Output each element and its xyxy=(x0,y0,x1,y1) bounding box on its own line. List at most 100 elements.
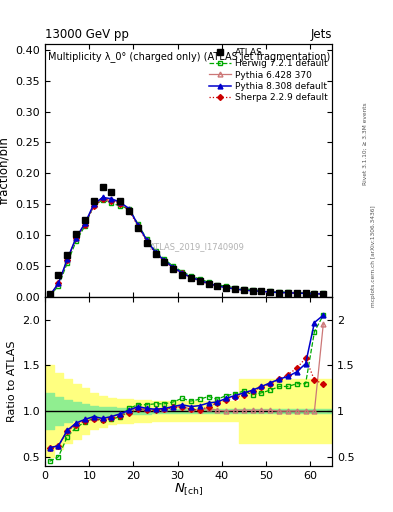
ATLAS xyxy=(233,286,237,292)
Pythia 8.308 default xyxy=(189,274,193,280)
ATLAS xyxy=(303,290,308,296)
Pythia 6.428 370 xyxy=(259,288,264,294)
Herwig 7.2.1 default xyxy=(294,290,299,296)
Sherpa 2.2.9 default xyxy=(47,293,52,299)
Sherpa 2.2.9 default xyxy=(286,290,290,296)
Sherpa 2.2.9 default xyxy=(153,250,158,257)
Pythia 8.308 default xyxy=(162,258,167,264)
Line: Sherpa 2.2.9 default: Sherpa 2.2.9 default xyxy=(48,197,325,298)
ATLAS xyxy=(136,225,140,231)
Herwig 7.2.1 default xyxy=(215,282,220,288)
Pythia 8.308 default xyxy=(303,290,308,296)
ATLAS xyxy=(206,281,211,287)
Herwig 7.2.1 default xyxy=(303,290,308,296)
Pythia 8.308 default xyxy=(294,290,299,296)
Line: Herwig 7.2.1 default: Herwig 7.2.1 default xyxy=(48,198,325,298)
Pythia 6.428 370 xyxy=(303,290,308,296)
Herwig 7.2.1 default xyxy=(162,256,167,262)
Pythia 6.428 370 xyxy=(162,258,167,264)
ATLAS xyxy=(294,290,299,296)
Herwig 7.2.1 default xyxy=(65,260,70,266)
Pythia 8.308 default xyxy=(259,288,264,294)
ATLAS xyxy=(74,231,79,237)
Pythia 8.308 default xyxy=(312,291,317,297)
Pythia 6.428 370 xyxy=(224,285,228,291)
Herwig 7.2.1 default xyxy=(47,293,52,300)
Sherpa 2.2.9 default xyxy=(189,275,193,281)
Herwig 7.2.1 default xyxy=(224,283,228,289)
Pythia 6.428 370 xyxy=(189,275,193,281)
Sherpa 2.2.9 default xyxy=(294,290,299,296)
Sherpa 2.2.9 default xyxy=(92,203,96,209)
Sherpa 2.2.9 default xyxy=(136,223,140,229)
Pythia 6.428 370 xyxy=(321,291,326,297)
Sherpa 2.2.9 default xyxy=(162,258,167,264)
Pythia 6.428 370 xyxy=(171,265,176,271)
ATLAS xyxy=(224,285,228,291)
Herwig 7.2.1 default xyxy=(74,238,79,244)
Pythia 8.308 default xyxy=(286,290,290,296)
ATLAS xyxy=(268,289,273,295)
Pythia 6.428 370 xyxy=(233,286,237,292)
Pythia 8.308 default xyxy=(144,237,149,243)
Sherpa 2.2.9 default xyxy=(206,281,211,287)
Herwig 7.2.1 default xyxy=(241,286,246,292)
Pythia 6.428 370 xyxy=(136,222,140,228)
Herwig 7.2.1 default xyxy=(136,221,140,227)
Herwig 7.2.1 default xyxy=(277,289,281,295)
Pythia 8.308 default xyxy=(74,234,79,241)
ATLAS xyxy=(153,251,158,258)
Pythia 6.428 370 xyxy=(268,289,273,295)
ATLAS xyxy=(189,275,193,281)
Pythia 8.308 default xyxy=(241,287,246,293)
Herwig 7.2.1 default xyxy=(286,289,290,295)
Pythia 8.308 default xyxy=(171,264,176,270)
Herwig 7.2.1 default xyxy=(171,263,176,269)
Sherpa 2.2.9 default xyxy=(259,288,264,294)
Sherpa 2.2.9 default xyxy=(268,289,273,295)
Sherpa 2.2.9 default xyxy=(171,265,176,271)
Pythia 6.428 370 xyxy=(92,202,96,208)
ATLAS xyxy=(144,240,149,246)
Pythia 8.308 default xyxy=(224,285,228,291)
Herwig 7.2.1 default xyxy=(144,236,149,242)
Pythia 8.308 default xyxy=(321,291,326,297)
Pythia 8.308 default xyxy=(92,201,96,207)
Line: Pythia 6.428 370: Pythia 6.428 370 xyxy=(47,196,326,298)
Sherpa 2.2.9 default xyxy=(65,257,70,263)
ATLAS xyxy=(162,259,167,265)
Herwig 7.2.1 default xyxy=(321,290,326,296)
Y-axis label: fraction/bin: fraction/bin xyxy=(0,136,10,204)
Pythia 8.308 default xyxy=(83,220,87,226)
ATLAS xyxy=(277,290,281,296)
Pythia 6.428 370 xyxy=(65,257,70,263)
Herwig 7.2.1 default xyxy=(259,288,264,294)
Pythia 8.308 default xyxy=(118,199,123,205)
Sherpa 2.2.9 default xyxy=(312,291,317,297)
Pythia 6.428 370 xyxy=(312,291,317,297)
Herwig 7.2.1 default xyxy=(189,273,193,279)
ATLAS xyxy=(197,278,202,284)
Herwig 7.2.1 default xyxy=(83,223,87,229)
Sherpa 2.2.9 default xyxy=(233,286,237,292)
Sherpa 2.2.9 default xyxy=(118,201,123,207)
ATLAS xyxy=(100,184,105,190)
ATLAS xyxy=(65,252,70,258)
Herwig 7.2.1 default xyxy=(180,268,184,274)
Pythia 6.428 370 xyxy=(153,250,158,256)
Herwig 7.2.1 default xyxy=(250,287,255,293)
Pythia 8.308 default xyxy=(100,195,105,201)
Pythia 6.428 370 xyxy=(294,290,299,296)
Pythia 8.308 default xyxy=(277,290,281,296)
Text: Rivet 3.1.10; ≥ 3.3M events: Rivet 3.1.10; ≥ 3.3M events xyxy=(363,102,368,185)
Pythia 6.428 370 xyxy=(74,235,79,241)
Pythia 8.308 default xyxy=(180,270,184,276)
Herwig 7.2.1 default xyxy=(127,205,131,211)
Sherpa 2.2.9 default xyxy=(224,285,228,291)
Pythia 6.428 370 xyxy=(109,196,114,202)
Pythia 6.428 370 xyxy=(118,200,123,206)
ATLAS xyxy=(56,272,61,278)
ATLAS xyxy=(127,208,131,214)
Sherpa 2.2.9 default xyxy=(83,222,87,228)
Herwig 7.2.1 default xyxy=(118,203,123,209)
